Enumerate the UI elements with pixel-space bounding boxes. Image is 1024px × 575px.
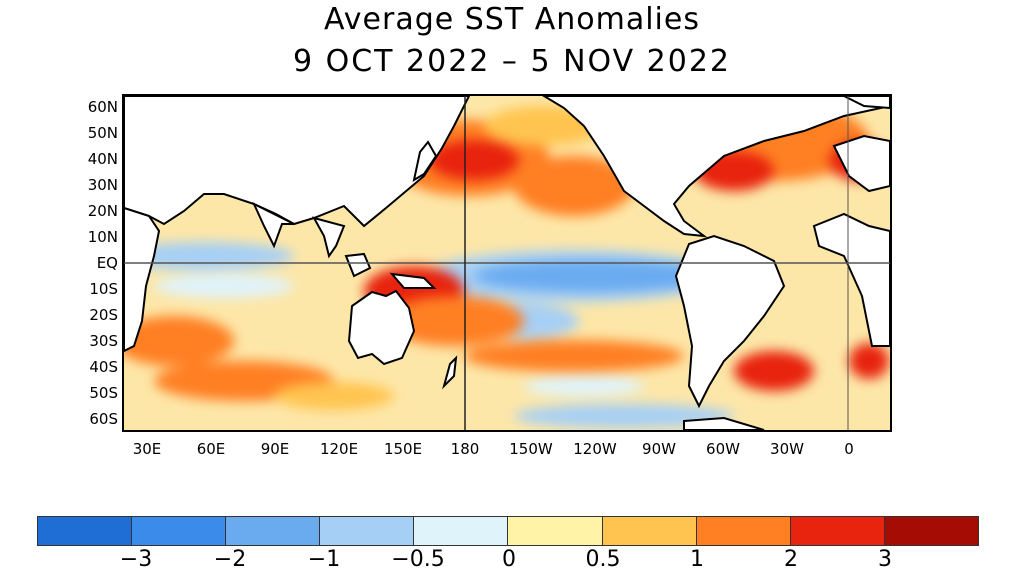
lon-label: 150E [383, 440, 423, 458]
lat-label: 50N [87, 124, 118, 142]
color-scale-tick: 0.5 [585, 547, 621, 572]
color-scale-swatch [696, 517, 791, 545]
lon-label: 30W [770, 440, 804, 458]
color-scale-tick: 1 [690, 547, 704, 572]
color-scale-tick: 3 [878, 547, 892, 572]
land-australia [347, 289, 416, 366]
color-scale-tick: −1 [307, 547, 341, 572]
land-indonesia [344, 252, 372, 278]
color-scale-swatch [414, 517, 509, 545]
lat-label: 40S [89, 358, 118, 376]
lat-label: 10S [89, 280, 118, 298]
lat-label: EQ [96, 254, 118, 272]
lon-label: 180 [450, 440, 480, 458]
lon-label: 120W [573, 440, 617, 458]
color-scale-swatch [884, 517, 978, 545]
color-scale-tick: −3 [119, 547, 153, 572]
color-scale-swatch [132, 517, 227, 545]
land-masses [124, 96, 890, 430]
lat-label: 30S [89, 332, 118, 350]
lat-label: 60S [89, 410, 118, 428]
lat-label: 30N [87, 176, 118, 194]
lat-label: 40N [87, 150, 118, 168]
sst-anomaly-map [122, 94, 892, 432]
map-canvas [124, 96, 890, 430]
land-indochina [311, 216, 346, 259]
lon-label: 90W [642, 440, 676, 458]
land-japan [412, 140, 438, 183]
land-new-guinea [389, 272, 437, 289]
land-new-zealand [442, 355, 458, 390]
color-scale-swatch [790, 517, 885, 545]
lat-label: 10N [87, 228, 118, 246]
lat-label: 50S [89, 384, 118, 402]
color-scale-swatch [602, 517, 697, 545]
color-scale-swatch [226, 517, 321, 545]
lon-label: 120E [319, 440, 359, 458]
color-scale-tick: −0.5 [391, 547, 445, 572]
lon-label: 60E [196, 440, 226, 458]
lon-label: 0 [844, 440, 854, 458]
land-india [251, 201, 295, 249]
lon-label: 90E [260, 440, 290, 458]
chart-title: Average SST Anomalies [324, 2, 700, 37]
lat-label: 20S [89, 306, 118, 324]
color-scale-swatch [38, 517, 133, 545]
lat-label: 60N [87, 98, 118, 116]
land-greenland [843, 96, 890, 110]
lon-label: 60W [706, 440, 740, 458]
color-scale-tick: 0 [502, 547, 516, 572]
lon-label: 150W [509, 440, 553, 458]
lon-label: 30E [132, 440, 162, 458]
color-scale-swatch [508, 517, 603, 545]
color-scale-bar [37, 516, 979, 546]
land-south-america [674, 234, 786, 409]
land-antarctica [683, 416, 765, 430]
land-north-america [542, 96, 890, 238]
land-west-africa [812, 212, 890, 347]
color-scale-tick: −2 [213, 547, 247, 572]
color-scale-tick: 2 [784, 547, 798, 572]
land-africa [124, 206, 161, 353]
chart-date-range: 9 OCT 2022 – 5 NOV 2022 [292, 44, 732, 79]
lat-label: 20N [87, 202, 118, 220]
color-scale-swatch [320, 517, 415, 545]
